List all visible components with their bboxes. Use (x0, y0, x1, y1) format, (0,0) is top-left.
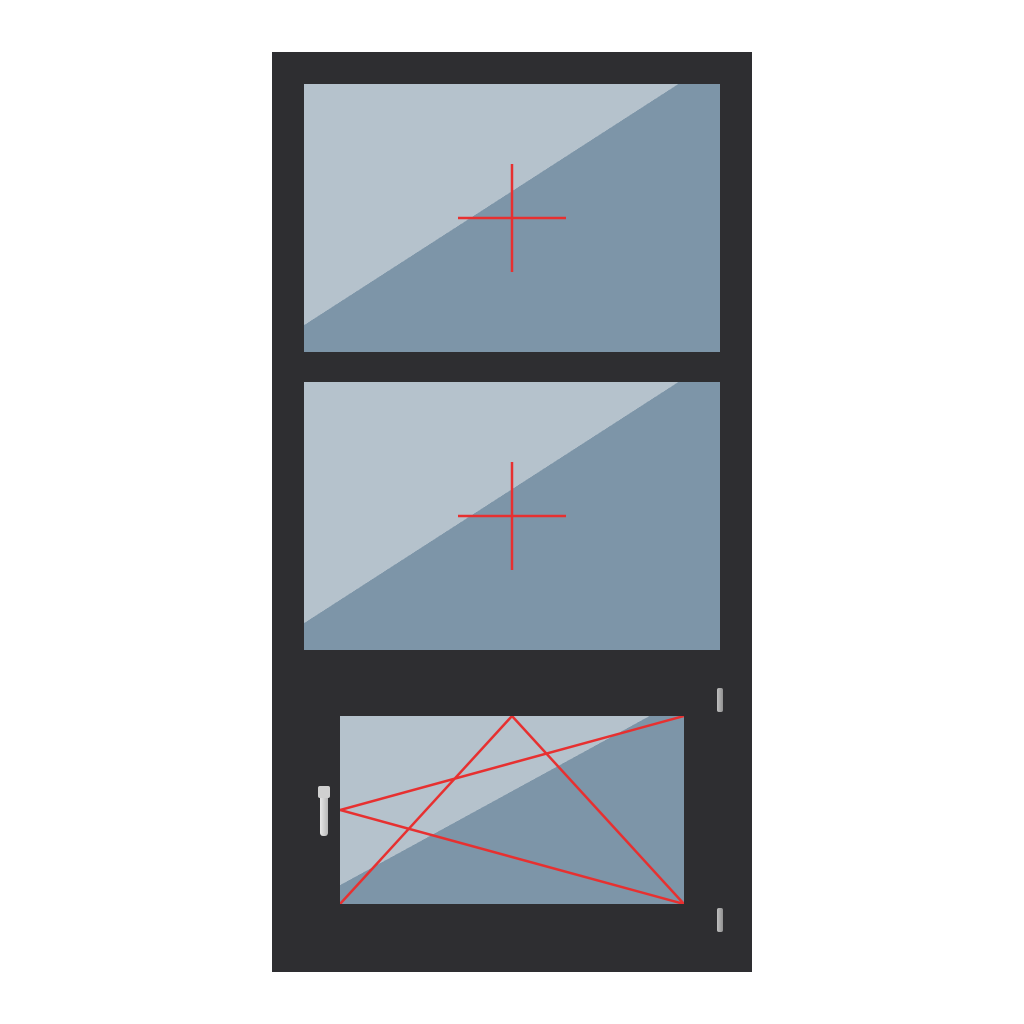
window-handle[interactable] (320, 792, 328, 836)
hinge-top (717, 688, 723, 712)
fixed-pane-middle (304, 382, 720, 650)
fixed-pane-top (304, 84, 720, 352)
outer-frame (272, 52, 752, 972)
tilt-turn-pane-bottom (340, 716, 684, 904)
glass-top (304, 84, 720, 352)
hinge-bottom (717, 908, 723, 932)
glass-bottom (340, 716, 684, 904)
glass-middle (304, 382, 720, 650)
window-assembly (272, 52, 752, 972)
